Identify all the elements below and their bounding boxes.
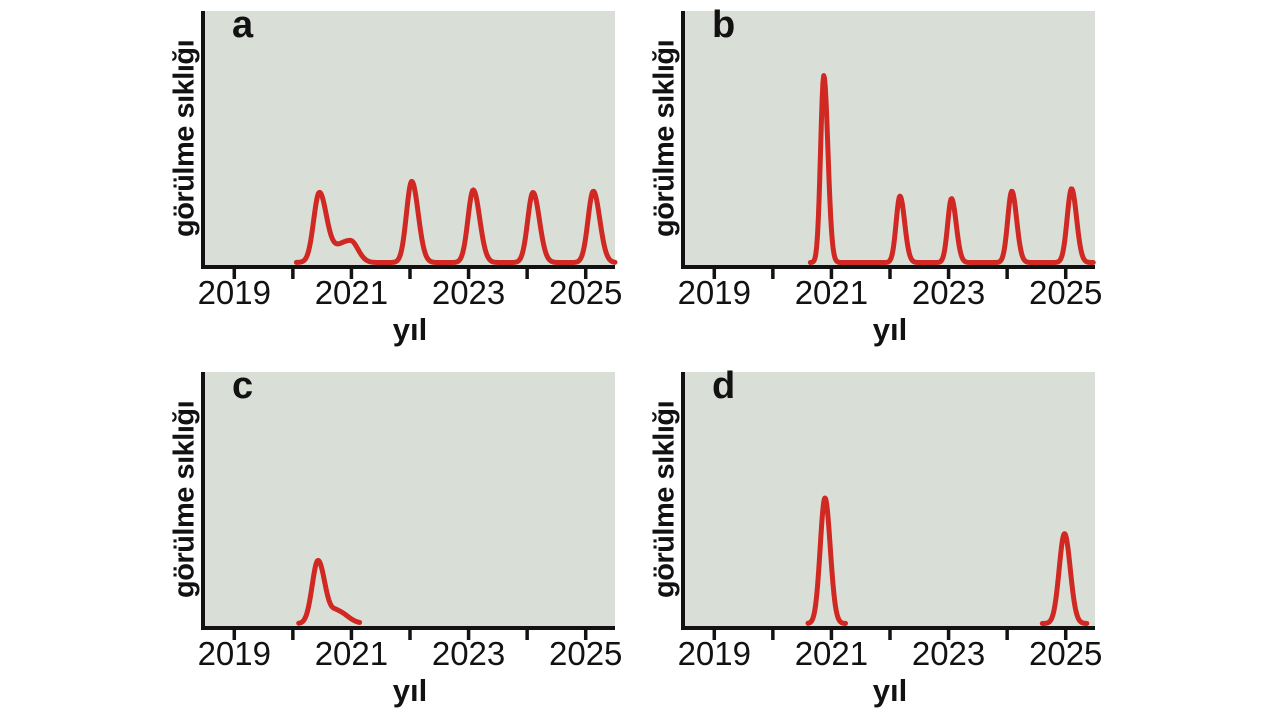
panel-letter-b: b: [712, 4, 736, 46]
x-tick-label-2021: 2021: [314, 274, 389, 311]
x-tick-label-2025: 2025: [548, 635, 623, 672]
chart-svg-c: [201, 372, 615, 640]
axis-lines: [681, 11, 1095, 269]
y-axis-label: görülme sıklığı: [168, 400, 201, 598]
frequency-curve: [296, 557, 363, 626]
x-tick-label-2023: 2023: [911, 274, 986, 311]
panel-b: görülme sıklığı b yıl 2019 2021 2023 2025: [630, 0, 1110, 356]
chart-svg-a: [201, 11, 618, 279]
x-axis-label: yıl: [392, 312, 428, 347]
plot-background: [205, 11, 615, 265]
frequency-curve: [807, 73, 1096, 265]
x-axis-label: yıl: [872, 673, 908, 708]
x-tick-label-2025: 2025: [1028, 274, 1103, 311]
x-axis-label: yıl: [872, 312, 908, 347]
panel-letter-c: c: [232, 365, 254, 407]
panel-d: görülme sıklığı d yıl 2019 2021 2023 2025: [630, 361, 1110, 717]
x-tick-label-2023: 2023: [911, 635, 986, 672]
axis-lines: [201, 11, 615, 269]
panel-letter-d: d: [712, 365, 736, 407]
frequency-curve: [1039, 531, 1090, 626]
x-tick-label-2021: 2021: [314, 635, 389, 672]
panel-c: görülme sıklığı c yıl 2019 2021 2023 2025: [150, 361, 630, 717]
chart-svg-b: [681, 11, 1096, 279]
x-tick-label-2019: 2019: [197, 274, 271, 311]
y-axis-label: görülme sıklığı: [648, 39, 681, 237]
x-axis-label: yıl: [392, 673, 428, 708]
x-tick-label-2023: 2023: [431, 635, 506, 672]
panel-letter-a: a: [232, 4, 254, 46]
x-tick-label-2019: 2019: [677, 635, 751, 672]
panel-a: görülme sıklığı a yıl 2019 2021 2023 2025: [150, 0, 630, 356]
x-tick-label-2025: 2025: [1028, 635, 1103, 672]
x-tick-label-2021: 2021: [794, 274, 869, 311]
axis-lines: [201, 372, 615, 630]
x-tick-label-2019: 2019: [197, 635, 271, 672]
y-axis-label: görülme sıklığı: [648, 400, 681, 598]
plot-background: [685, 372, 1095, 626]
plot-background: [685, 11, 1095, 265]
y-axis-label: görülme sıklığı: [168, 39, 201, 237]
frequency-curve: [293, 178, 618, 265]
x-tick-label-2019: 2019: [677, 274, 751, 311]
chart-svg-d: [681, 372, 1095, 640]
x-tick-label-2025: 2025: [548, 274, 623, 311]
x-tick-label-2021: 2021: [794, 635, 869, 672]
axis-lines: [681, 372, 1095, 630]
frequency-curve: [805, 495, 848, 626]
x-tick-label-2023: 2023: [431, 274, 506, 311]
plot-background: [205, 372, 615, 626]
